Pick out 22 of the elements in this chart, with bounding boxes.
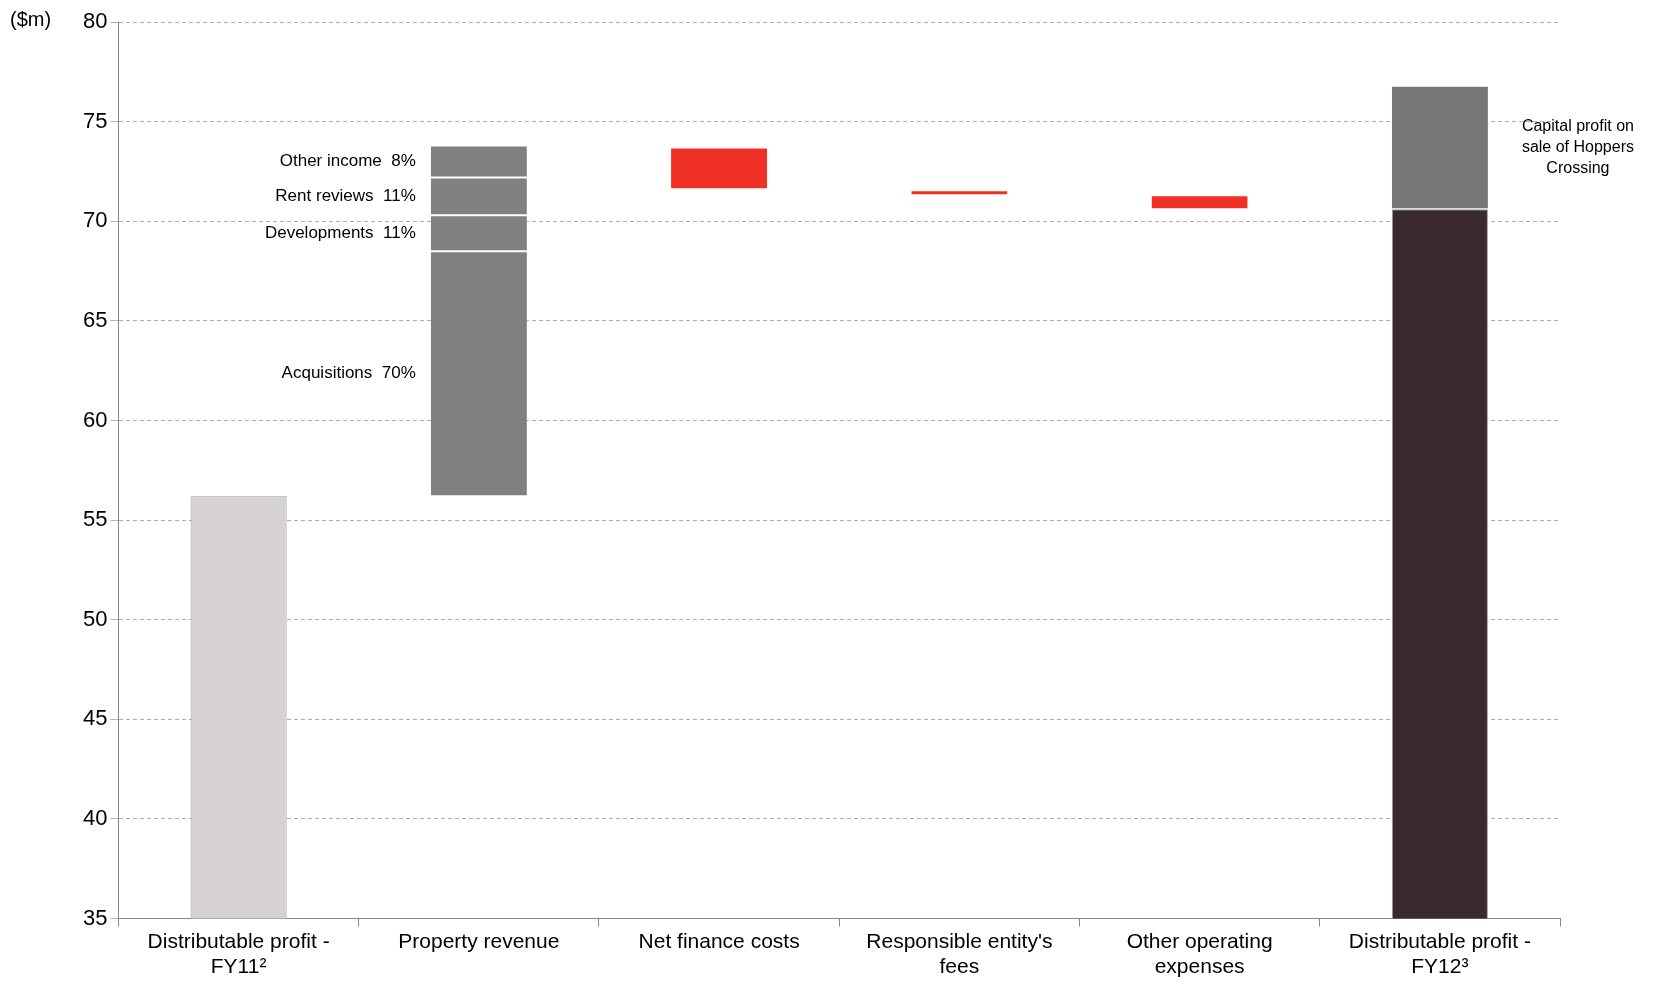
y-axis-title: ($m) [10,7,52,30]
x-tick-label: Distributable profit - FY12³ [1348,929,1531,978]
x-tick-label: Distributable profit - FY11² [147,929,330,978]
y-tick-label: 45 [82,705,108,731]
y-tick-label: 70 [82,207,108,233]
y-tick-label: 75 [82,107,108,133]
x-tick-label: Responsible entity's fees [866,929,1053,978]
y-tick-label: 35 [82,904,108,930]
series-label: Other income 8% [279,151,416,171]
x-tick-label: Property revenue [398,929,560,952]
x-tick-label: Other operating expenses [1126,929,1273,978]
text: Capital profit on sale of Hoppers Crossing [1521,117,1634,176]
y-tick-label: 50 [82,605,108,631]
y-tick-label: 80 [82,8,108,34]
series-label: Developments 11% [264,222,416,242]
series-label: Acquisitions 70% [281,363,416,383]
y-tick-label: 60 [82,406,108,432]
y-tick-label: 65 [82,306,108,332]
x-tick-label: Net finance costs [638,929,800,952]
y-tick-label: 55 [82,506,108,532]
y-tick-label: 40 [82,805,108,831]
series-label: Rent reviews 11% [275,186,416,206]
